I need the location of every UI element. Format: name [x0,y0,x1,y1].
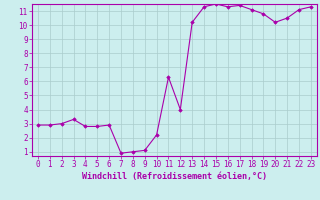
X-axis label: Windchill (Refroidissement éolien,°C): Windchill (Refroidissement éolien,°C) [82,172,267,181]
